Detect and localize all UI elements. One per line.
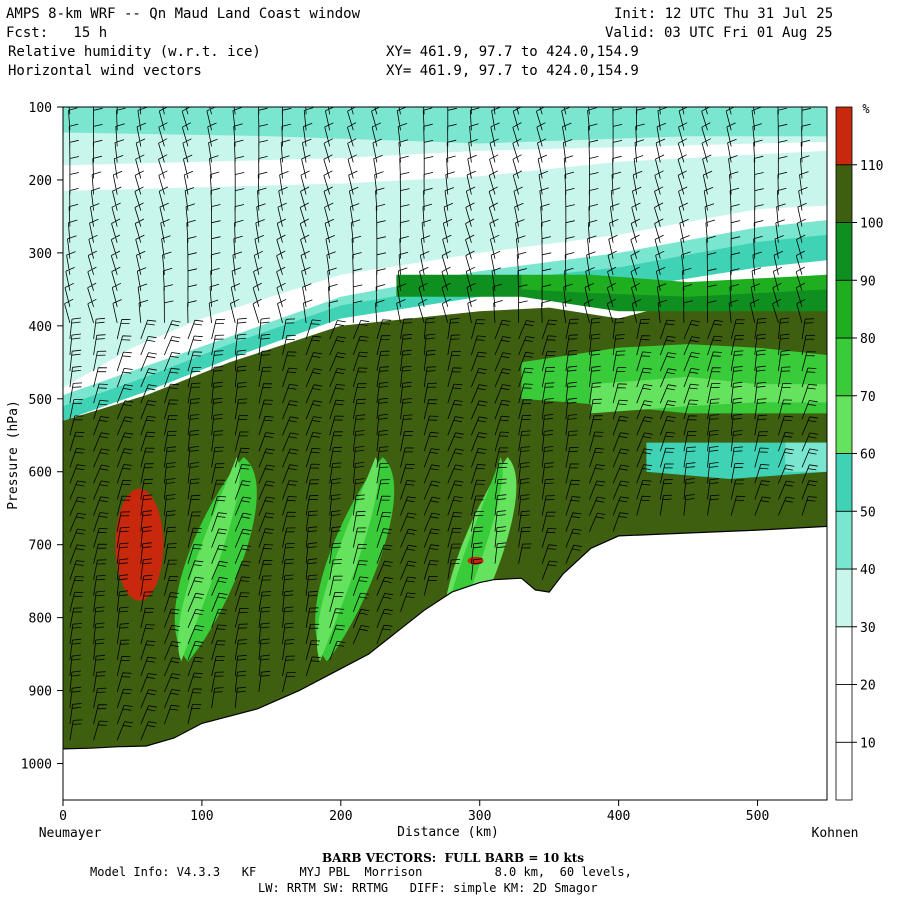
colorbar-label: 30 — [860, 621, 876, 636]
y-tick-label: 100 — [29, 101, 52, 116]
valid-time: Valid: 03 UTC Fri 01 Aug 25 — [605, 25, 833, 41]
rh-band-80 — [521, 274, 827, 297]
map-title: AMPS 8-km WRF -- Qn Maud Land Coast wind… — [6, 6, 361, 22]
colorbar-segment — [835, 395, 853, 454]
colorbar-segment — [835, 510, 853, 570]
colorbar-segment — [835, 337, 853, 397]
wind-barb-column — [536, 107, 558, 580]
colorbar-segment — [835, 741, 853, 801]
rh-tongue-core-1 — [316, 457, 379, 662]
colorbar-label: 60 — [860, 448, 876, 463]
y-axis-label: Pressure (hPa) — [6, 400, 21, 510]
wind-barb-column — [441, 107, 464, 580]
wind-barb-column — [561, 107, 582, 564]
wind-barb-column — [725, 107, 746, 516]
wind-barb-column — [64, 107, 87, 741]
cross-section-xy-1: XY= 461.9, 97.7 to 424.0,154.9 — [386, 44, 639, 60]
colorbar-segment — [835, 568, 853, 628]
x-start-station: Neumayer — [39, 826, 102, 841]
colorbar-segment — [835, 684, 853, 743]
terrain-outline — [63, 525, 827, 750]
wind-barb-column — [371, 107, 394, 645]
x-tick-label: 100 — [190, 809, 213, 824]
wind-barb-column — [252, 107, 275, 693]
colorbar-label: 70 — [860, 390, 876, 405]
rh-tongue-core-0 — [178, 457, 240, 662]
wind-barb-column — [230, 107, 252, 709]
rh-patch-110-a — [115, 488, 164, 601]
forecast-hour: Fcst: 15 h — [6, 25, 108, 41]
wind-barb-column — [347, 107, 370, 645]
colorbar-label: 110 — [860, 159, 883, 174]
x-end-station: Kohnen — [812, 826, 859, 841]
wind-barb-column — [181, 107, 205, 725]
y-tick-label: 1000 — [21, 758, 52, 773]
colorbar-segment — [835, 279, 853, 339]
colorbar-segment — [835, 106, 853, 166]
wind-barb-column — [677, 107, 701, 516]
wind-barb-column — [512, 107, 535, 564]
colorbar-segment — [835, 164, 853, 223]
y-tick-label: 500 — [29, 393, 52, 408]
wind-barb-column — [299, 107, 323, 677]
wind-barb-column — [488, 107, 512, 564]
rh-layer-30-0 — [63, 150, 827, 388]
colorbar-label: 100 — [860, 217, 883, 232]
x-tick-label: 400 — [607, 809, 630, 824]
wind-barb-column — [158, 107, 181, 725]
wind-barb-column — [749, 107, 771, 516]
barb-legend: BARB VECTORS: FULL BARB = 10 kts — [322, 851, 585, 865]
wind-barb-column — [465, 107, 488, 580]
y-tick-label: 900 — [29, 685, 52, 700]
x-tick-label: 200 — [329, 809, 352, 824]
colorbar-label: 20 — [860, 679, 876, 694]
y-tick-label: 400 — [29, 320, 52, 335]
wind-barb-column — [323, 107, 346, 661]
colorbar-label: 50 — [860, 505, 876, 520]
x-axis-label: Distance (km) — [397, 825, 499, 840]
x-tick-label: 0 — [59, 809, 67, 824]
colorbar-segment — [835, 626, 853, 685]
field-label-rh: Relative humidity (w.r.t. ice) — [8, 44, 261, 60]
init-time: Init: 12 UTC Thu 31 Jul 25 — [614, 6, 834, 22]
colorbar-label: 10 — [860, 736, 876, 751]
wind-barb-column — [606, 107, 630, 532]
colorbar-segment — [835, 222, 853, 281]
wind-barb-column — [630, 107, 653, 516]
wind-barb-column — [87, 107, 110, 741]
rh-band-50 — [646, 442, 827, 479]
terrain-fill — [63, 526, 827, 800]
wind-barb-column — [701, 107, 724, 516]
colorbar-label: 80 — [860, 332, 876, 347]
wind-barb-column — [206, 107, 228, 709]
model-info-1: Model Info: V4.3.3 KF MYJ PBL Morrison 8… — [90, 865, 632, 879]
wind-barb-column — [110, 107, 134, 741]
colorbar-label: 90 — [860, 274, 876, 289]
y-tick-label: 200 — [29, 174, 52, 189]
field-label-wind: Horizontal wind vectors — [8, 63, 202, 79]
wind-barb-column — [418, 107, 441, 596]
colorbar-label: 40 — [860, 563, 876, 578]
wind-barb-column — [772, 107, 795, 516]
y-tick-label: 800 — [29, 612, 52, 627]
y-tick-label: 600 — [29, 466, 52, 481]
x-tick-label: 300 — [468, 809, 491, 824]
colorbar-unit: % — [862, 102, 870, 116]
wind-barb-column — [276, 107, 299, 693]
y-tick-label: 300 — [29, 247, 52, 262]
wind-barb-column — [396, 107, 417, 612]
cross-section-xy-2: XY= 461.9, 97.7 to 424.0,154.9 — [386, 63, 639, 79]
model-info-2: LW: RRTM SW: RRTMG DIFF: simple KM: 2D S… — [258, 881, 598, 895]
wind-barb-column — [134, 107, 157, 741]
wind-barb-column — [654, 107, 677, 516]
y-tick-label: 700 — [29, 539, 52, 554]
colorbar-segment — [835, 453, 853, 512]
wind-barb-column — [795, 107, 819, 516]
wind-barb-column — [583, 107, 606, 532]
x-tick-label: 500 — [746, 809, 769, 824]
